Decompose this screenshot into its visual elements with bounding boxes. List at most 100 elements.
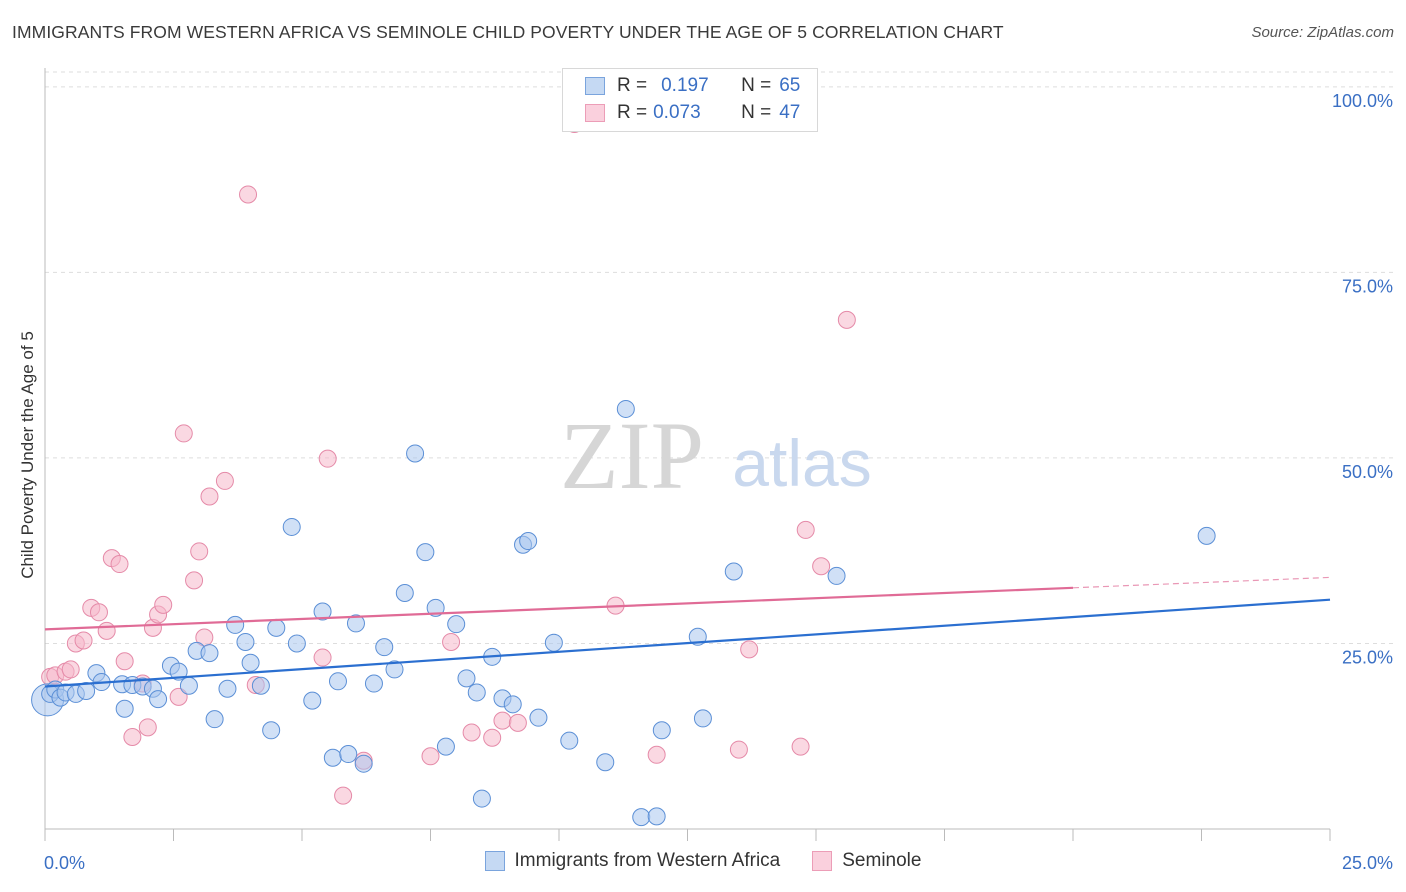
gridlines	[45, 71, 1393, 644]
data-point	[416, 543, 435, 562]
data-point	[508, 713, 527, 732]
legend-n-value: 65	[779, 75, 801, 96]
legend-r-label: R =	[617, 75, 648, 96]
data-point	[205, 710, 224, 729]
data-point	[447, 615, 466, 634]
data-point	[267, 618, 286, 637]
data-point	[724, 562, 743, 581]
data-point	[241, 653, 260, 672]
legend-swatch-blue	[484, 851, 505, 871]
data-point	[1197, 526, 1216, 545]
data-point	[236, 632, 255, 651]
data-point	[796, 520, 815, 539]
data-point	[462, 723, 481, 742]
y-tick-label: 50.0%	[1342, 462, 1393, 482]
data-point	[426, 598, 445, 617]
legend-swatch-blue	[585, 77, 605, 95]
data-point	[77, 681, 96, 700]
data-point	[483, 728, 502, 747]
data-point	[123, 727, 142, 746]
data-point	[632, 808, 651, 827]
data-point	[185, 571, 204, 590]
data-point	[200, 487, 219, 506]
data-point	[560, 731, 579, 750]
data-point	[385, 660, 404, 679]
legend-item-seminole: Seminole	[812, 850, 921, 872]
source-label: Source: ZipAtlas.com	[1251, 24, 1394, 41]
watermark-zip: ZIP	[560, 402, 704, 509]
data-point	[215, 471, 234, 490]
legend-n-label: N =	[741, 75, 772, 96]
legend-item-western-africa: Immigrants from Western Africa	[484, 850, 781, 872]
data-point	[364, 674, 383, 693]
correlation-legend: R = 0.197 N = 65 R = 0.073 N = 47	[562, 68, 818, 132]
data-point	[493, 711, 512, 730]
data-point	[115, 652, 134, 671]
data-point	[239, 185, 258, 204]
data-point	[406, 444, 425, 463]
data-point	[226, 615, 245, 634]
data-point	[174, 424, 193, 443]
data-point	[503, 695, 522, 714]
data-point	[791, 737, 810, 756]
trend-line-seminole-extension	[1072, 576, 1331, 589]
data-point	[313, 648, 332, 667]
data-point	[529, 708, 548, 727]
data-point	[287, 634, 306, 653]
legend-label: Immigrants from Western Africa	[514, 850, 781, 871]
data-point	[115, 699, 134, 718]
watermark-atlas: atlas	[732, 426, 871, 500]
data-point	[395, 583, 414, 602]
legend-n-label: N =	[741, 102, 772, 123]
data-point	[740, 640, 759, 659]
data-point	[313, 602, 332, 621]
data-point	[467, 683, 486, 702]
data-point	[375, 638, 394, 657]
data-point	[74, 631, 93, 650]
series-legend: Immigrants from Western Africa Seminole	[0, 850, 1406, 872]
data-point	[827, 566, 846, 585]
legend-r-value: 0.073	[653, 102, 701, 123]
legend-label: Seminole	[842, 850, 922, 871]
data-point	[421, 747, 440, 766]
data-point	[200, 644, 219, 663]
data-point	[354, 754, 373, 773]
data-point	[97, 621, 116, 640]
data-point	[218, 679, 237, 698]
data-point	[251, 676, 270, 695]
data-point	[89, 603, 108, 622]
data-point	[457, 669, 476, 688]
data-point	[729, 740, 748, 759]
y-tick-label: 25.0%	[1342, 647, 1393, 667]
data-point	[544, 633, 563, 652]
data-point	[179, 676, 198, 695]
western-africa-points	[31, 399, 1216, 827]
x-tick-label: 0.0%	[44, 853, 85, 873]
data-point	[282, 517, 301, 536]
data-point	[110, 555, 129, 574]
data-point	[472, 789, 491, 808]
legend-swatch-pink	[812, 851, 833, 871]
data-point	[149, 690, 168, 709]
x-tick-label: 25.0%	[1342, 853, 1393, 873]
legend-swatch-pink	[585, 104, 605, 122]
data-point	[647, 745, 666, 764]
data-point	[262, 721, 281, 740]
data-point	[61, 660, 80, 679]
data-point	[318, 449, 337, 468]
data-point	[190, 542, 209, 561]
data-point	[169, 662, 188, 681]
data-point	[346, 614, 365, 633]
data-point	[339, 745, 358, 764]
trend-line-seminole	[44, 586, 1074, 631]
data-point	[647, 807, 666, 826]
legend-r-label: R =	[617, 102, 648, 123]
y-axis-label: Child Poverty Under the Age of 5	[18, 331, 37, 579]
data-point	[652, 721, 671, 740]
legend-row-western-africa: R = 0.197 N = 65	[585, 74, 800, 98]
data-point	[436, 737, 455, 756]
legend-row-seminole: R = 0.073 N = 47	[585, 101, 800, 125]
data-point	[812, 557, 831, 576]
data-point	[837, 310, 856, 329]
